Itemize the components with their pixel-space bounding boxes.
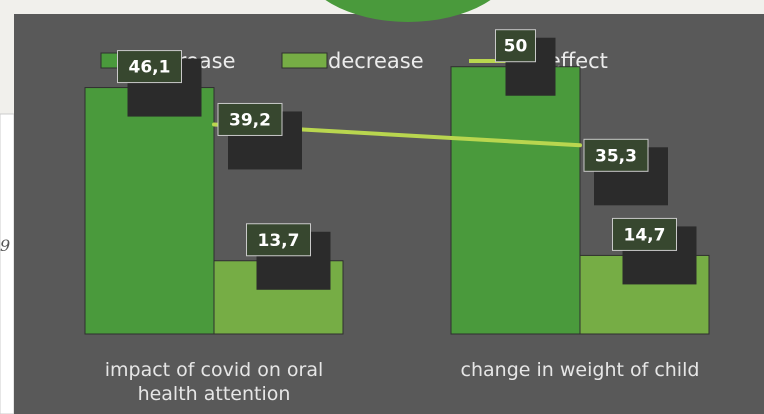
bar-increase-1	[450, 66, 581, 335]
data-label-decrease-1-box	[612, 217, 677, 251]
data-label-increase-1: 50	[495, 29, 556, 96]
data-label-decrease-0: 13,7	[246, 223, 331, 290]
data-label-decrease-1: 14,7	[612, 217, 697, 285]
bars	[84, 66, 710, 335]
category-label-0-line-0: impact of covid on oral	[105, 359, 324, 381]
data-label-decrease-0-box	[246, 223, 311, 257]
data-label-no-effect-1-text: 35,3	[595, 146, 637, 166]
data-labels: 46,1 50 13,7 14,7 39,2 35,3	[117, 29, 697, 290]
data-label-increase-0-text: 46,1	[129, 58, 171, 78]
data-label-no-effect-0-text: 39,2	[229, 110, 271, 130]
legend-swatch-decrease	[281, 52, 328, 69]
data-label-no-effect-0-box	[217, 102, 283, 136]
data-label-decrease-0-text: 13,7	[258, 231, 300, 251]
data-label-decrease-1-text: 14,7	[624, 225, 666, 245]
data-label-increase-1-box	[495, 29, 536, 63]
data-label-increase-0: 46,1	[117, 50, 202, 117]
legend-label-decrease: decrease	[328, 49, 424, 73]
data-label-increase-0-box	[117, 50, 182, 84]
data-label-no-effect-1: 35,3	[583, 138, 668, 206]
category-label-1-line-0: change in weight of child	[461, 359, 700, 381]
bar-increase-0	[84, 87, 215, 335]
data-label-no-effect-0: 39,2	[217, 102, 302, 170]
decorative-green-circle	[325, 0, 491, 22]
data-label-no-effect-1-box	[583, 138, 649, 172]
category-label-0-line-1: health attention	[138, 383, 291, 405]
side-page-number: 9	[0, 236, 10, 255]
data-label-increase-1-text: 50	[504, 37, 528, 57]
